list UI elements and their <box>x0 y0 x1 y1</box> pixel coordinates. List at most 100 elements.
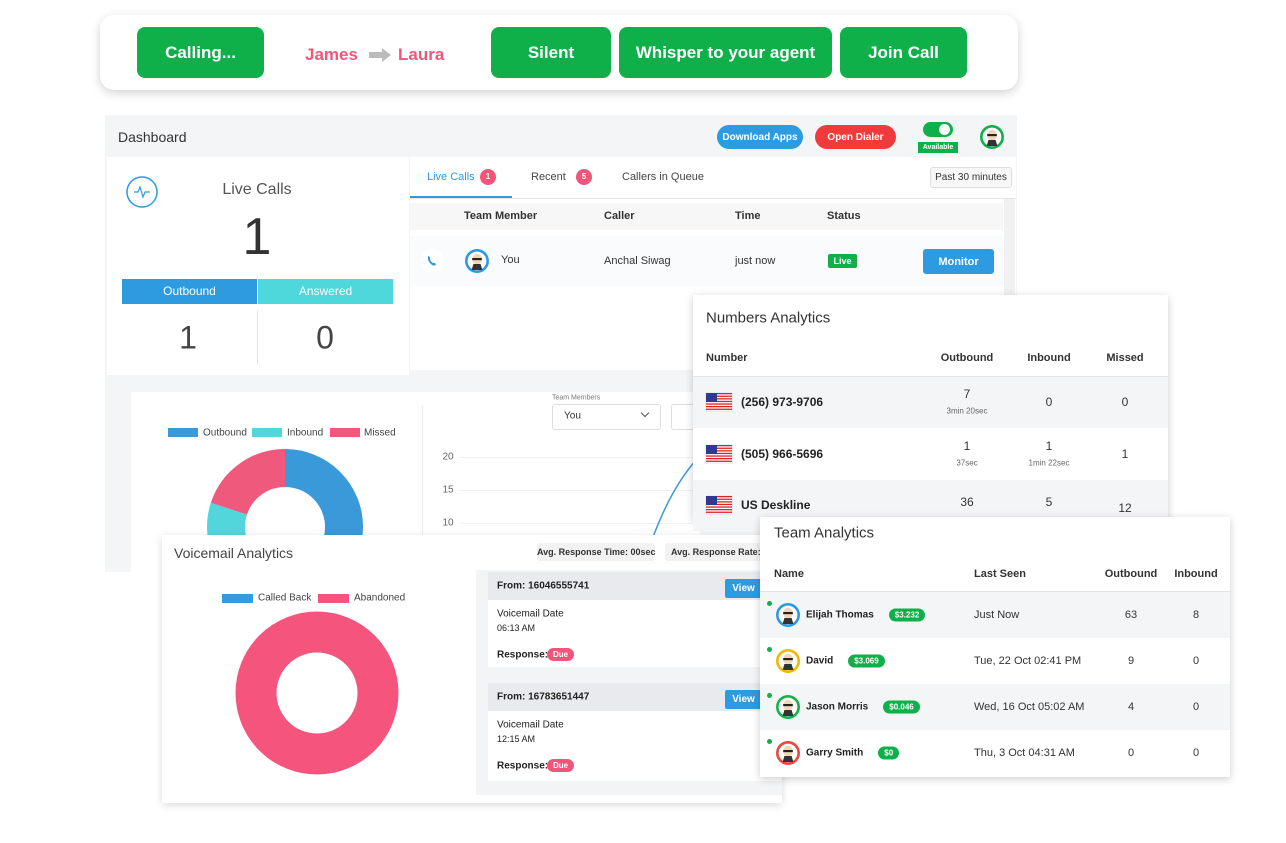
tab[interactable]: Callers in Queue <box>622 171 704 183</box>
table-header: Missed <box>1106 352 1144 364</box>
grid-line <box>460 490 700 491</box>
table-header: Caller <box>604 210 635 222</box>
avatar-suit <box>782 756 794 762</box>
item-body <box>488 711 782 781</box>
number: US Deskline <box>741 498 811 512</box>
last-seen: Just Now <box>974 609 1020 621</box>
period-button[interactable]: Past 30 minutes <box>930 167 1012 188</box>
download-button[interactable]: Download Apps <box>717 125 803 149</box>
table-header: Name <box>774 568 804 580</box>
filter-select[interactable] <box>552 404 661 430</box>
header-border <box>693 376 1168 377</box>
callee-name: Laura <box>398 45 445 64</box>
legend-swatch <box>222 594 253 603</box>
time: just now <box>735 255 776 267</box>
flag-stripe <box>706 501 732 503</box>
row-bg <box>410 236 1003 286</box>
flag-stripe <box>706 393 732 395</box>
flag-stripe <box>706 408 732 410</box>
duration: 3min 20sec <box>946 406 988 416</box>
date-label: Voicemail Date <box>497 608 564 620</box>
donut-segment <box>235 611 399 775</box>
legend-label: Inbound <box>287 427 324 439</box>
flag-stripe <box>706 403 732 405</box>
outbound: 0 <box>1127 747 1135 759</box>
flag-stripe <box>706 447 732 449</box>
flag-stripe <box>706 444 732 446</box>
status-badge: Live <box>828 254 857 268</box>
from: From: 16783651447 <box>497 691 590 703</box>
voicemail-donut <box>235 611 399 775</box>
view-button[interactable]: View <box>725 690 762 709</box>
avatar-suit <box>782 664 794 670</box>
name-group: Jason Morris $0.046 <box>806 700 920 714</box>
call-action[interactable]: Whisper to your agent <box>619 27 832 78</box>
last-seen: Wed, 16 Oct 05:02 AM <box>974 701 1085 713</box>
count: 0 <box>1045 395 1053 409</box>
date-value: 06:13 AM <box>497 623 536 633</box>
tab[interactable]: Live Calls <box>427 171 475 183</box>
balance: $0 <box>878 746 900 760</box>
row-bg <box>760 684 1230 730</box>
name: Elijah Thomas <box>806 609 874 621</box>
us-flag <box>705 444 733 463</box>
y-tick-label: 15 <box>442 484 454 496</box>
divider <box>257 310 258 365</box>
caller: Anchal Siwag <box>604 255 671 267</box>
flag-stripe <box>706 498 732 500</box>
icon-ring <box>126 176 158 208</box>
flag-canton <box>706 444 717 454</box>
avatar-eyes <box>783 612 793 615</box>
answered-count: 0 <box>316 319 334 356</box>
flag-stripe <box>706 506 732 508</box>
flag-canton <box>706 496 717 505</box>
header-border <box>760 591 1230 592</box>
flag-stripe <box>706 511 732 513</box>
monitor-button[interactable]: Monitor <box>923 249 994 274</box>
donut-segment <box>207 449 363 605</box>
table-header: Outbound <box>940 352 994 364</box>
balance: $3.069 <box>848 654 885 668</box>
flag-stripe <box>706 454 732 457</box>
table-header-bg <box>410 203 1003 230</box>
y-tick-label: 10 <box>442 517 454 529</box>
tabs-border <box>410 198 1016 199</box>
flag-stripe <box>706 457 732 459</box>
legend-label: Abandoned <box>354 592 406 604</box>
row-bg <box>693 428 1168 480</box>
tab-badge: 5 <box>576 169 592 185</box>
name-group: Garry Smith $0 <box>806 746 900 760</box>
avatar-eyes <box>783 750 793 753</box>
availability-badge: Available <box>918 142 958 153</box>
flag-stripe <box>706 509 732 511</box>
us-flag <box>705 392 733 412</box>
avatar <box>776 741 800 765</box>
inbound: 0 <box>1192 747 1200 759</box>
activity-line <box>651 459 697 541</box>
tab[interactable]: Recent <box>531 171 566 183</box>
table-header: Inbound <box>1174 568 1218 580</box>
arrow-icon <box>369 48 391 62</box>
name-group: David $3.069 <box>806 654 885 668</box>
status-button[interactable]: Calling... <box>137 27 264 78</box>
number: (256) 973-9706 <box>741 395 824 409</box>
pulse-icon <box>126 176 158 208</box>
avatar-suit <box>782 710 794 716</box>
missed: 0 <box>1121 395 1129 409</box>
flag-stripe <box>706 452 732 454</box>
avatar <box>776 649 800 673</box>
flag-stripe <box>706 395 732 397</box>
legend-label: Outbound <box>203 427 247 439</box>
y-tick-label: 20 <box>442 451 454 463</box>
avatar-eyes <box>472 258 482 261</box>
flag-stripe <box>706 400 732 403</box>
call-action[interactable]: Join Call <box>840 27 967 78</box>
flag-stripe <box>706 406 732 408</box>
row-bg <box>693 377 1168 428</box>
from: From: 16046555741 <box>497 580 590 592</box>
answered-bar: Answered <box>258 279 393 304</box>
call-action[interactable]: Silent <box>491 27 611 78</box>
dialer-button[interactable]: Open Dialer <box>815 125 896 149</box>
view-button[interactable]: View <box>725 579 762 598</box>
